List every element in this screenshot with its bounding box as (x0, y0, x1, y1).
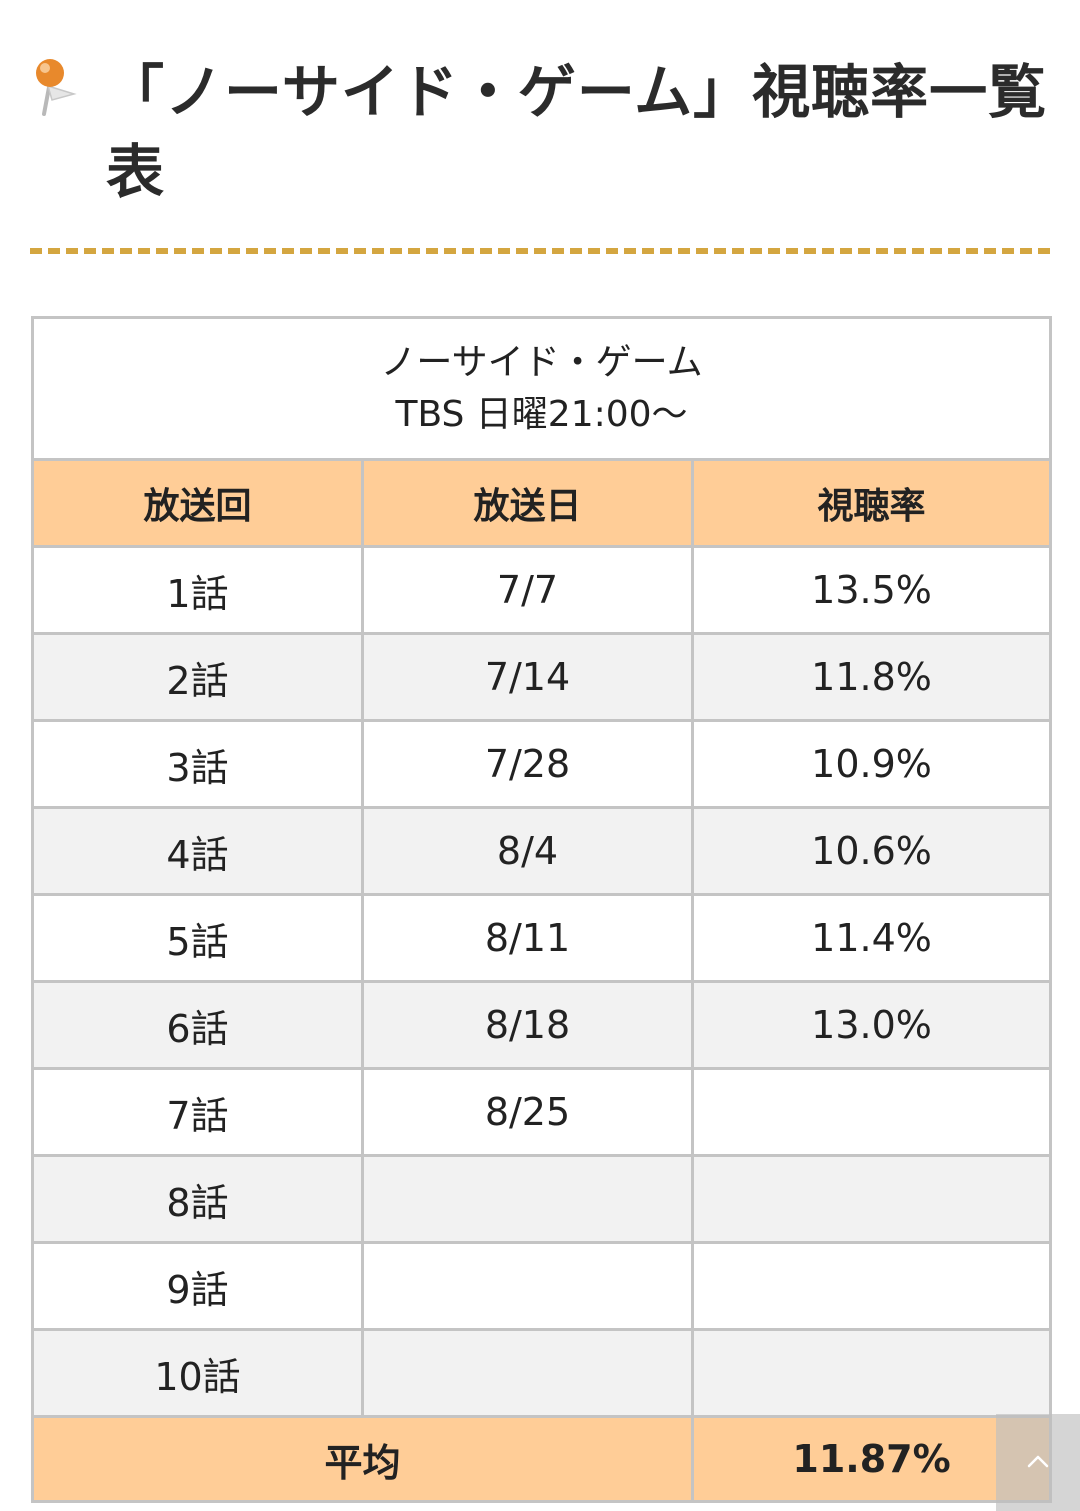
broadcast-date-cell: 8/25 (361, 1067, 694, 1157)
column-header-date: 放送日 (361, 458, 694, 548)
broadcast-date-cell: 8/11 (361, 893, 694, 983)
broadcast-date-cell: 8/4 (361, 806, 694, 896)
broadcast-date-cell (361, 1328, 694, 1418)
table-row: 5話 8/11 11.4% (31, 893, 1053, 983)
episode-cell: 4話 (31, 806, 364, 896)
episode-cell: 5話 (31, 893, 364, 983)
rating-cell (690, 1154, 1053, 1244)
table-row: 2話 7/14 11.8% (31, 632, 1053, 722)
broadcast-date-cell: 7/14 (361, 632, 694, 722)
column-header-episode: 放送回 (31, 458, 364, 548)
broadcast-date-cell: 8/18 (361, 980, 694, 1070)
table-row: 9話 (31, 1241, 1053, 1331)
title-divider (30, 248, 1050, 254)
caption-broadcast-slot: TBS 日曜21:00〜 (395, 393, 688, 435)
column-header-rating: 視聴率 (690, 458, 1053, 548)
pushpin-icon (30, 56, 78, 120)
ratings-table: ノーサイド・ゲーム TBS 日曜21:00〜 放送回 放送日 視聴率 1話 7/7… (30, 316, 1053, 1503)
average-value: 11.87% (690, 1415, 1053, 1503)
page-heading: 「ノーサイド・ゲーム」視聴率一覧表 (30, 52, 1050, 212)
broadcast-date-cell: 7/28 (361, 719, 694, 809)
episode-cell: 10話 (31, 1328, 364, 1418)
table-header-row: 放送回 放送日 視聴率 (31, 458, 1053, 548)
table-row: 4話 8/4 10.6% (31, 806, 1053, 896)
rating-cell: 10.9% (690, 719, 1053, 809)
rating-cell: 13.5% (690, 545, 1053, 635)
table-row: 8話 (31, 1154, 1053, 1244)
caption-show-title: ノーサイド・ゲーム (380, 341, 703, 383)
rating-cell: 11.4% (690, 893, 1053, 983)
episode-cell: 8話 (31, 1154, 364, 1244)
rating-cell: 13.0% (690, 980, 1053, 1070)
episode-cell: 6話 (31, 980, 364, 1070)
page-title: 「ノーサイド・ゲーム」視聴率一覧表 (106, 58, 1048, 206)
rating-cell: 10.6% (690, 806, 1053, 896)
broadcast-date-cell: 7/7 (361, 545, 694, 635)
rating-cell: 11.8% (690, 632, 1053, 722)
average-row: 平均 11.87% (31, 1415, 1053, 1503)
episode-cell: 1話 (31, 545, 364, 635)
chevron-up-icon (1027, 1455, 1049, 1468)
rating-cell (690, 1241, 1053, 1331)
broadcast-date-cell (361, 1154, 694, 1244)
episode-cell: 9話 (31, 1241, 364, 1331)
table-caption: ノーサイド・ゲーム TBS 日曜21:00〜 (30, 316, 1053, 461)
broadcast-date-cell (361, 1241, 694, 1331)
scroll-to-top-button[interactable] (996, 1414, 1080, 1511)
rating-cell (690, 1328, 1053, 1418)
average-label: 平均 (31, 1415, 694, 1503)
table-row: 3話 7/28 10.9% (31, 719, 1053, 809)
episode-cell: 3話 (31, 719, 364, 809)
table-row: 7話 8/25 (31, 1067, 1053, 1157)
table-row: 6話 8/18 13.0% (31, 980, 1053, 1070)
episode-cell: 2話 (31, 632, 364, 722)
table-row: 10話 (31, 1328, 1053, 1418)
rating-cell (690, 1067, 1053, 1157)
table-row: 1話 7/7 13.5% (31, 545, 1053, 635)
episode-cell: 7話 (31, 1067, 364, 1157)
